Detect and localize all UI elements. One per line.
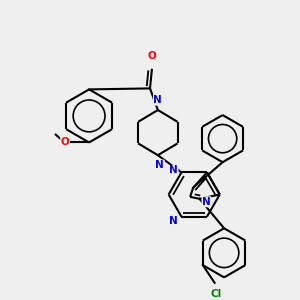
Text: N: N (169, 216, 178, 226)
Text: N: N (169, 165, 178, 176)
Text: N: N (154, 95, 162, 105)
Text: Cl: Cl (211, 289, 222, 299)
Text: O: O (148, 51, 156, 61)
Text: N: N (202, 197, 211, 207)
Text: N: N (155, 160, 164, 170)
Text: O: O (61, 137, 69, 147)
